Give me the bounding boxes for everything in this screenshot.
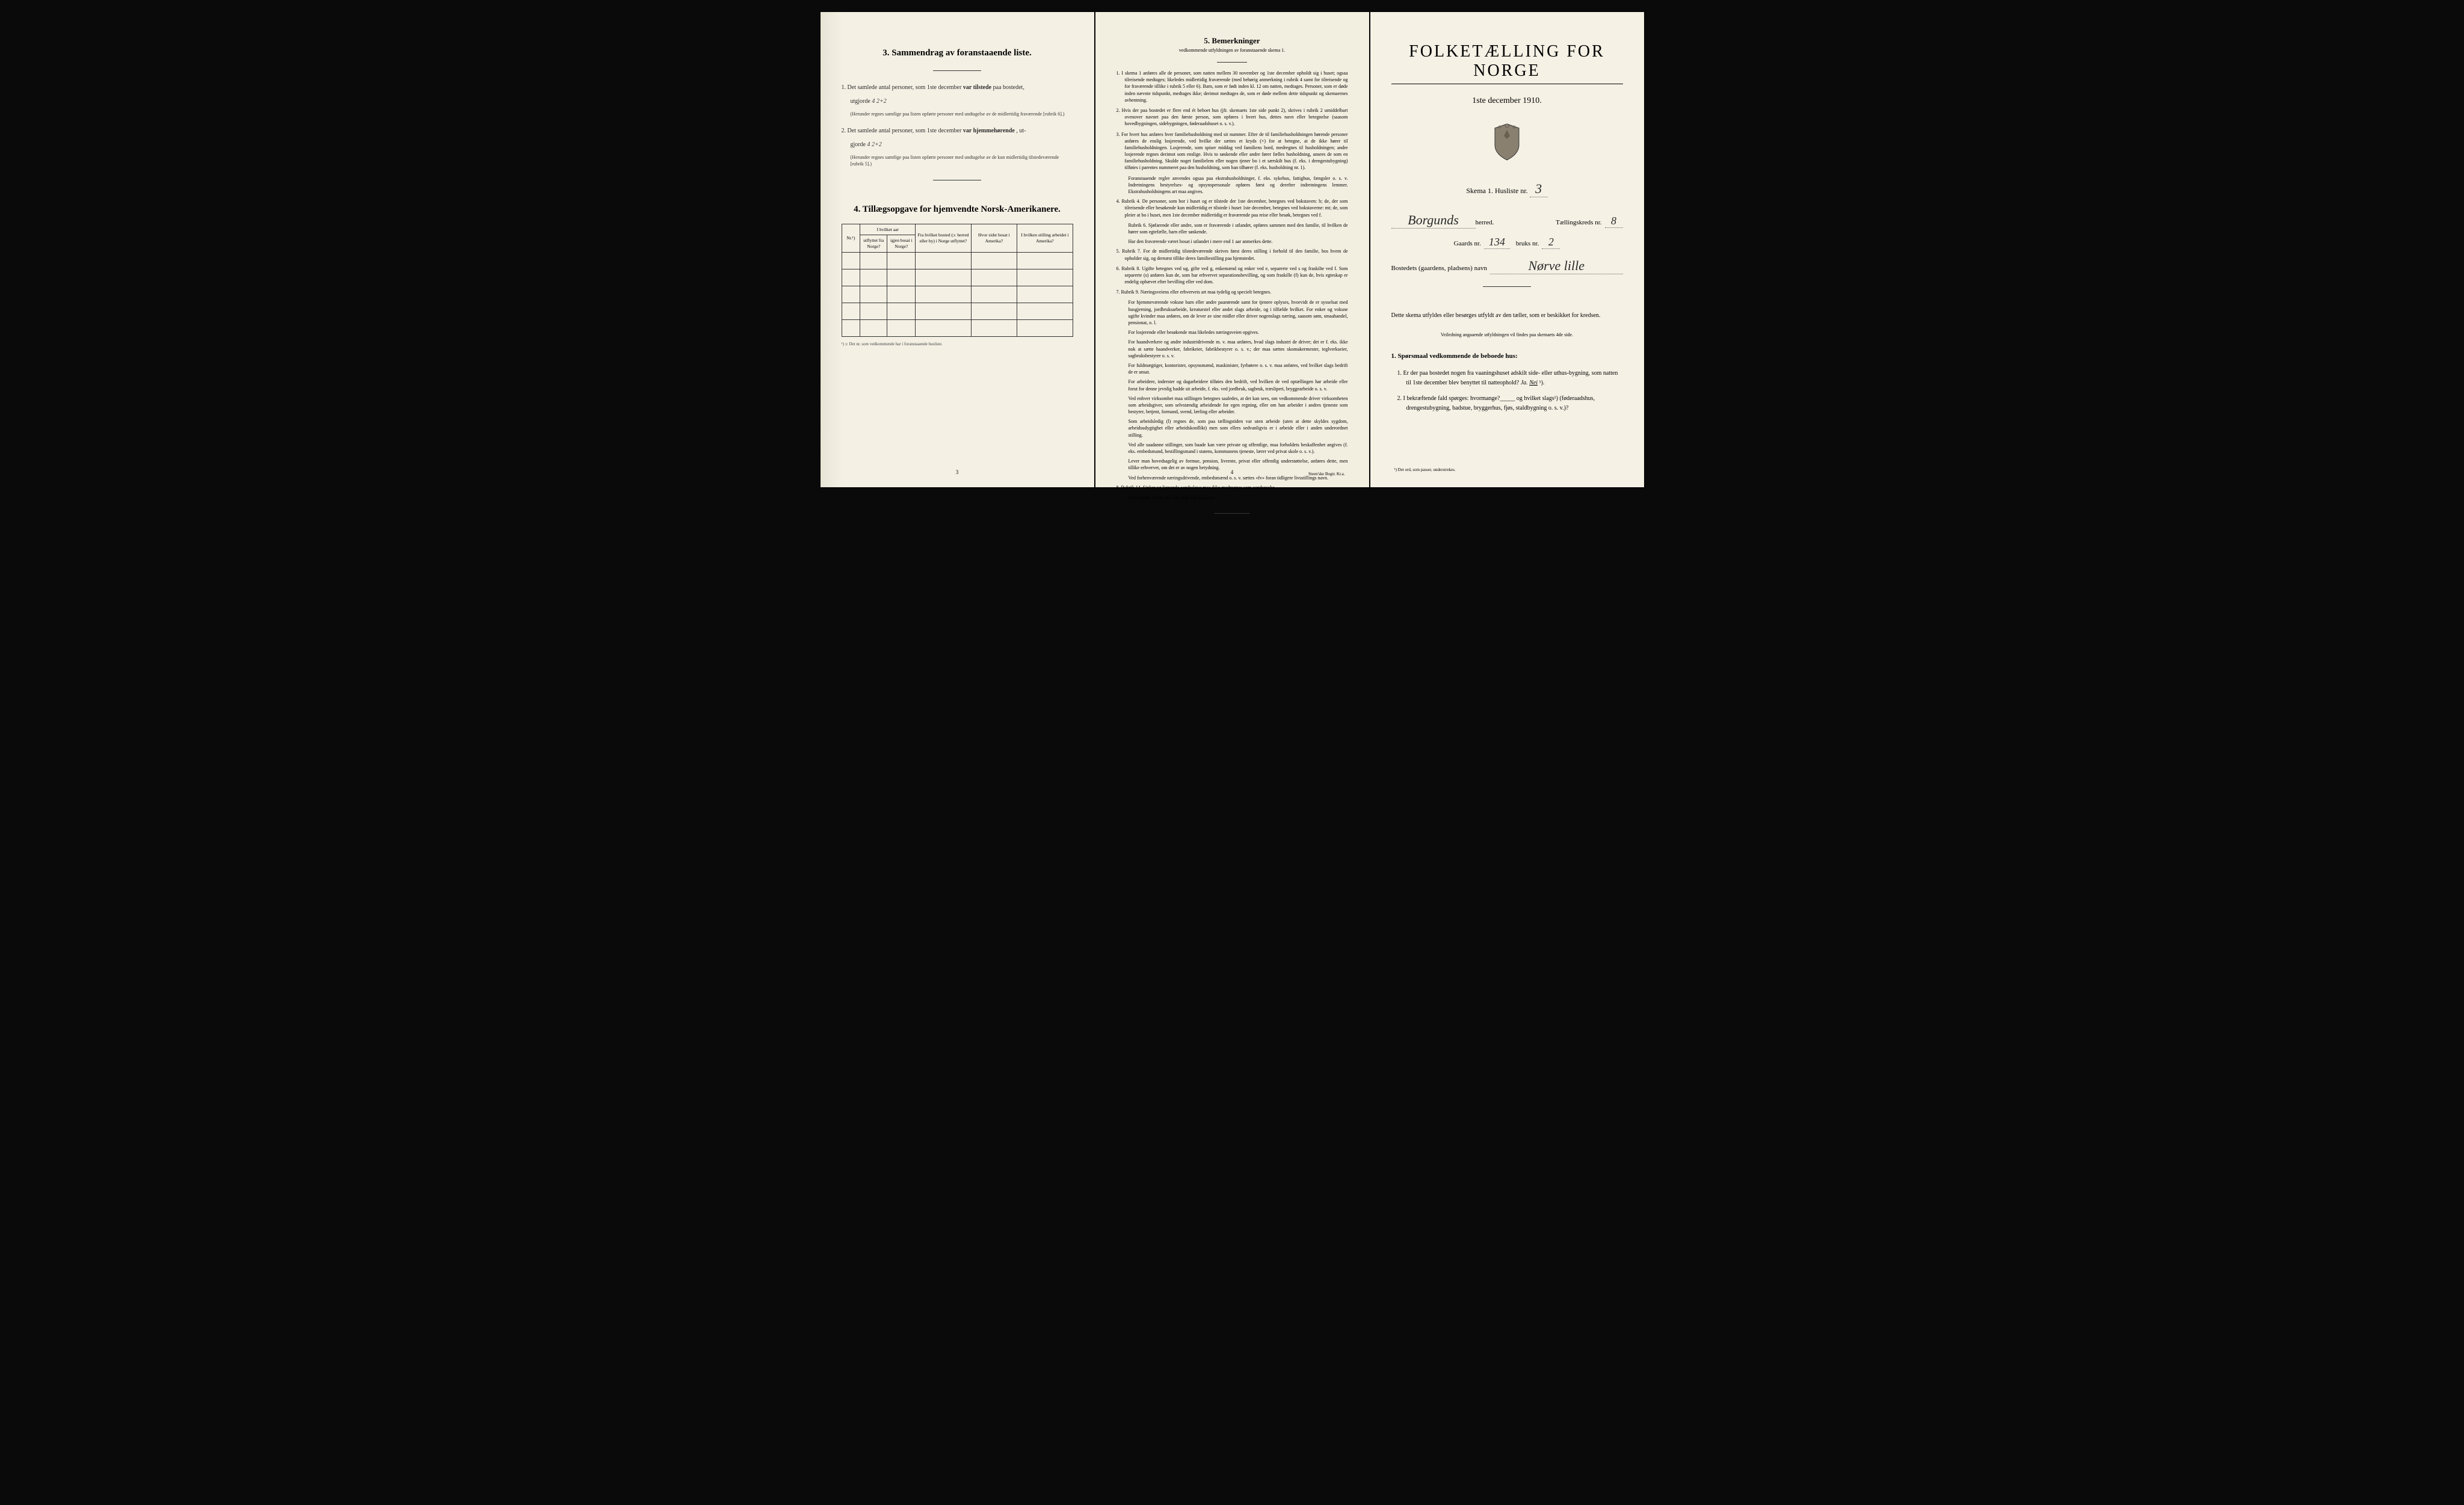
coat-of-arms-icon [1489, 121, 1525, 163]
item1-suffix: paa bostedet, [993, 84, 1024, 91]
skema-line: Skema 1. Husliste nr. 3 [1391, 181, 1623, 197]
bruks-label: bruks nr. [1516, 240, 1539, 247]
q1-ja: Ja. [1521, 380, 1528, 386]
main-title: FOLKETÆLLING FOR NORGE [1391, 42, 1623, 81]
table-row [842, 269, 1073, 286]
bosted-value: Nørve lille [1490, 258, 1623, 274]
item1-prefix: 1. Det samlede antal personer, som 1ste … [842, 84, 962, 91]
remark-8-sub: Som blinde regnes de, som ikke har gangs… [1116, 494, 1348, 501]
remark-2: 2. Hvis der paa bostedet er flere end ét… [1116, 107, 1348, 128]
page-3: FOLKETÆLLING FOR NORGE 1ste december 191… [1370, 12, 1644, 487]
item2-suffix: , ut- [1016, 128, 1026, 134]
remark-7: 7. Rubrik 9. Næringsveiens eller erhverv… [1116, 289, 1348, 295]
remark-3: 3. For hvert hus anføres hver familiehus… [1116, 131, 1348, 171]
table-row [842, 252, 1073, 269]
remark-7-sub8: Ved alle saadanne stillinger, som baade … [1116, 442, 1348, 455]
remarks-subtitle: vedkommende utfyldningen av foranstaaend… [1116, 48, 1348, 53]
tallingskreds-label: Tællingskreds nr. [1556, 219, 1601, 226]
table-row [842, 286, 1073, 303]
item2-gjorde: gjorde [851, 141, 866, 148]
title-date: 1ste december 1910. [1391, 96, 1623, 106]
remark-7-sub6: Ved enhver virksomhet maa stillingen bet… [1116, 395, 1348, 416]
section3-item1: 1. Det samlede antal personer, som 1ste … [842, 83, 1073, 92]
document-container: 3. Sammendrag av foranstaaende liste. 1.… [821, 12, 1644, 487]
gaards-value: 134 [1484, 236, 1510, 249]
page-number-4: 4 [1231, 469, 1234, 475]
remark-4-sub1: Rubrik 6. Sjøfarende eller andre, som er… [1116, 222, 1348, 235]
printer-mark: Steen'ske Bogtr. Kr.a. [1308, 472, 1345, 476]
item2-bold: var hjemmehørende [963, 128, 1015, 134]
th-aar-group: I hvilket aar [860, 224, 916, 235]
q1-nei: Nei [1529, 380, 1538, 386]
remark-5: 5. Rubrik 7. For de midlertidig tilstede… [1116, 248, 1348, 261]
remark-1: 1. I skema 1 anføres alle de personer, s… [1116, 70, 1348, 103]
th-amerika: Hvor sidst bosat i Amerika? [971, 224, 1017, 252]
section3-item2-note: (Herunder regnes samtlige paa listen opf… [842, 154, 1073, 167]
instructions-sub: Veiledning angaaende utfyldningen vil fi… [1391, 332, 1623, 337]
remark-4-sub2: Har den fraværende været bosat i utlande… [1116, 238, 1348, 245]
table-container: Nr.¹) I hvilket aar Fra hvilket bosted (… [842, 224, 1073, 346]
americans-table: Nr.¹) I hvilket aar Fra hvilket bosted (… [842, 224, 1073, 337]
remark-7-sub1: For hjemmeværende voksne barn eller andr… [1116, 299, 1348, 326]
remarks-title: 5. Bemerkninger [1116, 36, 1348, 46]
herred-label: herred. [1476, 219, 1494, 226]
item1-value: 4 2+2 [872, 98, 886, 105]
table-row [842, 303, 1073, 319]
remark-6: 6. Rubrik 8. Ugifte betegnes ved ug, gif… [1116, 265, 1348, 286]
remark-3-sub: Foranstaaende regler anvendes ogsaa paa … [1116, 175, 1348, 195]
th-stilling: I hvilken stilling arbeidet i Amerika? [1017, 224, 1073, 252]
section4-heading: 4. Tillægsopgave for hjemvendte Norsk-Am… [842, 205, 1073, 215]
table-row [842, 319, 1073, 336]
th-bosat: igjen bosat i Norge? [887, 235, 916, 253]
th-bosted: Fra hvilket bosted (ɔ: herred eller by) … [916, 224, 971, 252]
end-divider [1214, 513, 1250, 514]
item1-utgjorde: utgjorde [851, 98, 870, 105]
table-footnote: ¹) ɔ: Det nr. som vedkommende har i fora… [842, 342, 1073, 346]
page-number-3: 3 [956, 469, 959, 475]
q1-sup: ¹). [1539, 380, 1545, 386]
th-utflyttet: utflyttet fra Norge? [860, 235, 887, 253]
page-1: 3. Sammendrag av foranstaaende liste. 1.… [821, 12, 1094, 487]
section3-heading: 3. Sammendrag av foranstaaende liste. [842, 48, 1073, 58]
bosted-label: Bostedets (gaardens, pladsens) navn [1391, 265, 1487, 272]
p3-divider [1483, 286, 1531, 287]
section3-item2-line2: gjorde 4 2+2 [842, 140, 1073, 149]
question-heading: 1. Spørsmaal vedkommende de beboede hus: [1391, 352, 1623, 360]
section3-item1-note: (Herunder regnes samtlige paa listen opf… [842, 111, 1073, 117]
remark-7-sub4: For fuldmægtiger, kontorister, opsynsmæn… [1116, 362, 1348, 375]
p3-footnote: ¹) Det ord, som passer, understrekes. [1394, 467, 1456, 472]
q1-text: 1. Er der paa bostedet nogen fra vaaning… [1397, 370, 1618, 386]
skema-value: 3 [1530, 181, 1548, 197]
remark-7-sub7: Som arbeidsledig (l) regnes de, som paa … [1116, 418, 1348, 439]
th-nr: Nr.¹) [842, 224, 860, 252]
tallingskreds-value: 8 [1605, 215, 1623, 228]
gaards-label: Gaards nr. [1454, 240, 1481, 247]
item1-bold: var tilstede [963, 84, 991, 91]
skema-label: Skema 1. Husliste nr. [1466, 186, 1527, 195]
question-1: 1. Er der paa bostedet nogen fra vaaning… [1391, 369, 1623, 388]
remarks-divider [1217, 62, 1247, 63]
instructions: Dette skema utfyldes eller besørges utfy… [1391, 311, 1623, 320]
herred-value: Borgunds [1391, 212, 1476, 229]
item2-value: 4 2+2 [867, 141, 882, 148]
divider [933, 70, 981, 71]
bruks-value: 2 [1542, 236, 1560, 249]
item2-prefix: 2. Det samlede antal personer, som 1ste … [842, 128, 962, 134]
bosted-line: Bostedets (gaardens, pladsens) navn Nørv… [1391, 258, 1623, 274]
remark-7-sub2: For losjerende eller besøkende maa likel… [1116, 329, 1348, 336]
remark-4: 4. Rubrik 4. De personer, som bor i huse… [1116, 198, 1348, 218]
remark-7-sub5: For arbeidere, inderster og dagarbeidere… [1116, 378, 1348, 392]
remark-7-sub3: For haandverkere og andre industridriven… [1116, 339, 1348, 359]
remark-8: 8. Rubrik 14. Sinker og lignende aandssl… [1116, 484, 1348, 491]
gaards-line: Gaards nr. 134 bruks nr. 2 [1391, 236, 1623, 249]
herred-line: Borgunds herred. Tællingskreds nr. 8 [1391, 212, 1623, 229]
section3-item1-line2: utgjorde 4 2+2 [842, 97, 1073, 106]
question-2: 2. I bekræftende fald spørges: hvormange… [1391, 394, 1623, 413]
page-2: 5. Bemerkninger vedkommende utfyldningen… [1095, 12, 1369, 487]
section3-item2: 2. Det samlede antal personer, som 1ste … [842, 126, 1073, 135]
